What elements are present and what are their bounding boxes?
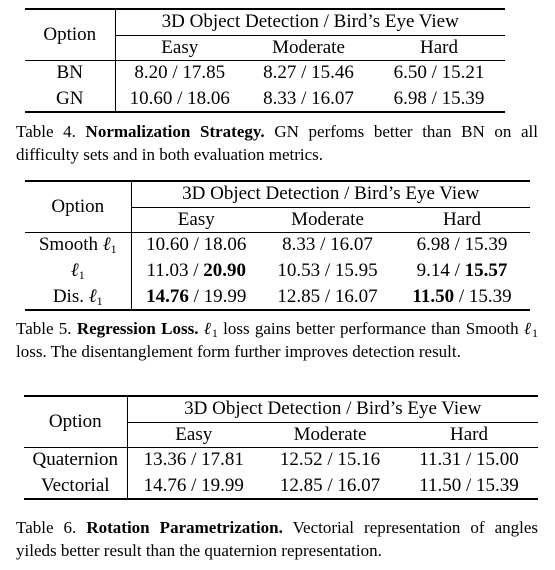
option-header: Option — [25, 180, 132, 233]
table-row: ℓ1 11.03 / 20.90 10.53 / 15.95 9.14 / 15… — [25, 258, 530, 284]
result-cell: 11.03 / 20.90 — [146, 260, 247, 281]
table-6-caption: Table 6. Rotation Parametrization. Vecto… — [16, 516, 538, 562]
column-header-moderate: Moderate — [244, 35, 373, 61]
column-header-hard: Hard — [394, 207, 530, 233]
table-5-caption: Table 5. Regression Loss. ℓ1 loss gains … — [16, 319, 538, 361]
row-option: BN — [25, 60, 116, 86]
caption-label: Table 5. — [16, 319, 72, 338]
result-cell: 9.14 / 15.57 — [416, 260, 508, 281]
result-cell: 6.98 / 15.39 — [416, 234, 508, 256]
table-4-caption: Table 4. Normalization Strategy. GN perf… — [16, 120, 538, 166]
result-cell: 13.36 / 17.81 — [143, 449, 244, 471]
row-option: Quaternion — [24, 447, 128, 473]
option-header: Option — [24, 395, 128, 448]
column-header-hard: Hard — [400, 422, 538, 448]
column-header-easy: Easy — [127, 422, 260, 448]
table-row: GN 10.60 / 18.06 8.33 / 16.07 6.98 / 15.… — [25, 86, 505, 113]
caption-text: loss gains better performance than Smoot… — [223, 319, 519, 338]
result-cell: 8.33 / 16.07 — [282, 234, 373, 256]
column-header-moderate: Moderate — [261, 207, 394, 233]
result-cell: 10.60 / 18.06 — [146, 234, 247, 256]
table-row: Smooth ℓ1 10.60 / 18.06 8.33 / 16.07 6.9… — [25, 232, 530, 258]
table-row: BN 8.20 / 17.85 8.27 / 15.46 6.50 / 15.2… — [25, 60, 505, 86]
column-header-moderate: Moderate — [260, 422, 400, 448]
result-cell: 8.27 / 15.46 — [263, 62, 354, 84]
result-cell: 8.20 / 17.85 — [134, 62, 226, 84]
group-header: 3D Object Detection / Bird’s Eye View — [115, 8, 505, 36]
group-header: 3D Object Detection / Bird’s Eye View — [127, 395, 538, 423]
option-header: Option — [25, 8, 116, 61]
caption-title: Normalization Strategy. — [85, 122, 265, 141]
result-cell: 8.33 / 16.07 — [244, 86, 373, 113]
result-cell: 14.76 / 19.99 — [131, 284, 261, 311]
caption-text: Vectorial representation of angles yiled… — [16, 518, 539, 560]
column-header-easy: Easy — [115, 35, 244, 61]
row-option: Smooth ℓ1 — [25, 232, 132, 258]
table-row: Quaternion 13.36 / 17.81 12.52 / 15.16 1… — [24, 447, 538, 473]
result-cell: 6.98 / 15.39 — [373, 86, 505, 113]
table-row: Dis. ℓ1 14.76 / 19.99 12.85 / 16.07 11.5… — [25, 284, 530, 311]
table-4: Option 3D Object Detection / Bird’s Eye … — [25, 8, 505, 113]
caption-text: GN perfoms better than BN on all difficu… — [16, 122, 538, 164]
result-cell: 11.50 / 15.39 — [400, 473, 538, 500]
caption-title: Rotation Parametrization. — [86, 518, 283, 537]
result-cell: 11.31 / 15.00 — [419, 449, 519, 471]
row-option: Dis. ℓ1 — [25, 284, 132, 311]
caption-title: Regression Loss. — [76, 319, 199, 338]
result-cell: 14.76 / 19.99 — [127, 473, 260, 500]
row-option: GN — [25, 86, 116, 113]
group-header: 3D Object Detection / Bird’s Eye View — [131, 180, 530, 208]
result-cell: 12.85 / 16.07 — [260, 473, 400, 500]
table-6: Option 3D Object Detection / Bird’s Eye … — [24, 395, 538, 500]
result-cell: 11.50 / 15.39 — [394, 284, 530, 311]
result-cell: 6.50 / 15.21 — [393, 62, 485, 84]
result-cell: 12.52 / 15.16 — [279, 449, 381, 471]
table-5: Option 3D Object Detection / Bird’s Eye … — [25, 180, 530, 311]
result-cell: 12.85 / 16.07 — [261, 284, 394, 311]
row-option: ℓ1 — [25, 258, 132, 284]
caption-label: Table 6. — [16, 518, 77, 537]
result-cell: 10.60 / 18.06 — [115, 86, 244, 113]
row-option: Vectorial — [24, 473, 128, 500]
result-cell: 10.53 / 15.95 — [277, 260, 378, 281]
table-row: Vectorial 14.76 / 19.99 12.85 / 16.07 11… — [24, 473, 538, 500]
caption-text: loss. The disentanglement form further i… — [16, 342, 461, 361]
column-header-hard: Hard — [373, 35, 505, 61]
caption-label: Table 4. — [16, 122, 76, 141]
column-header-easy: Easy — [131, 207, 261, 233]
